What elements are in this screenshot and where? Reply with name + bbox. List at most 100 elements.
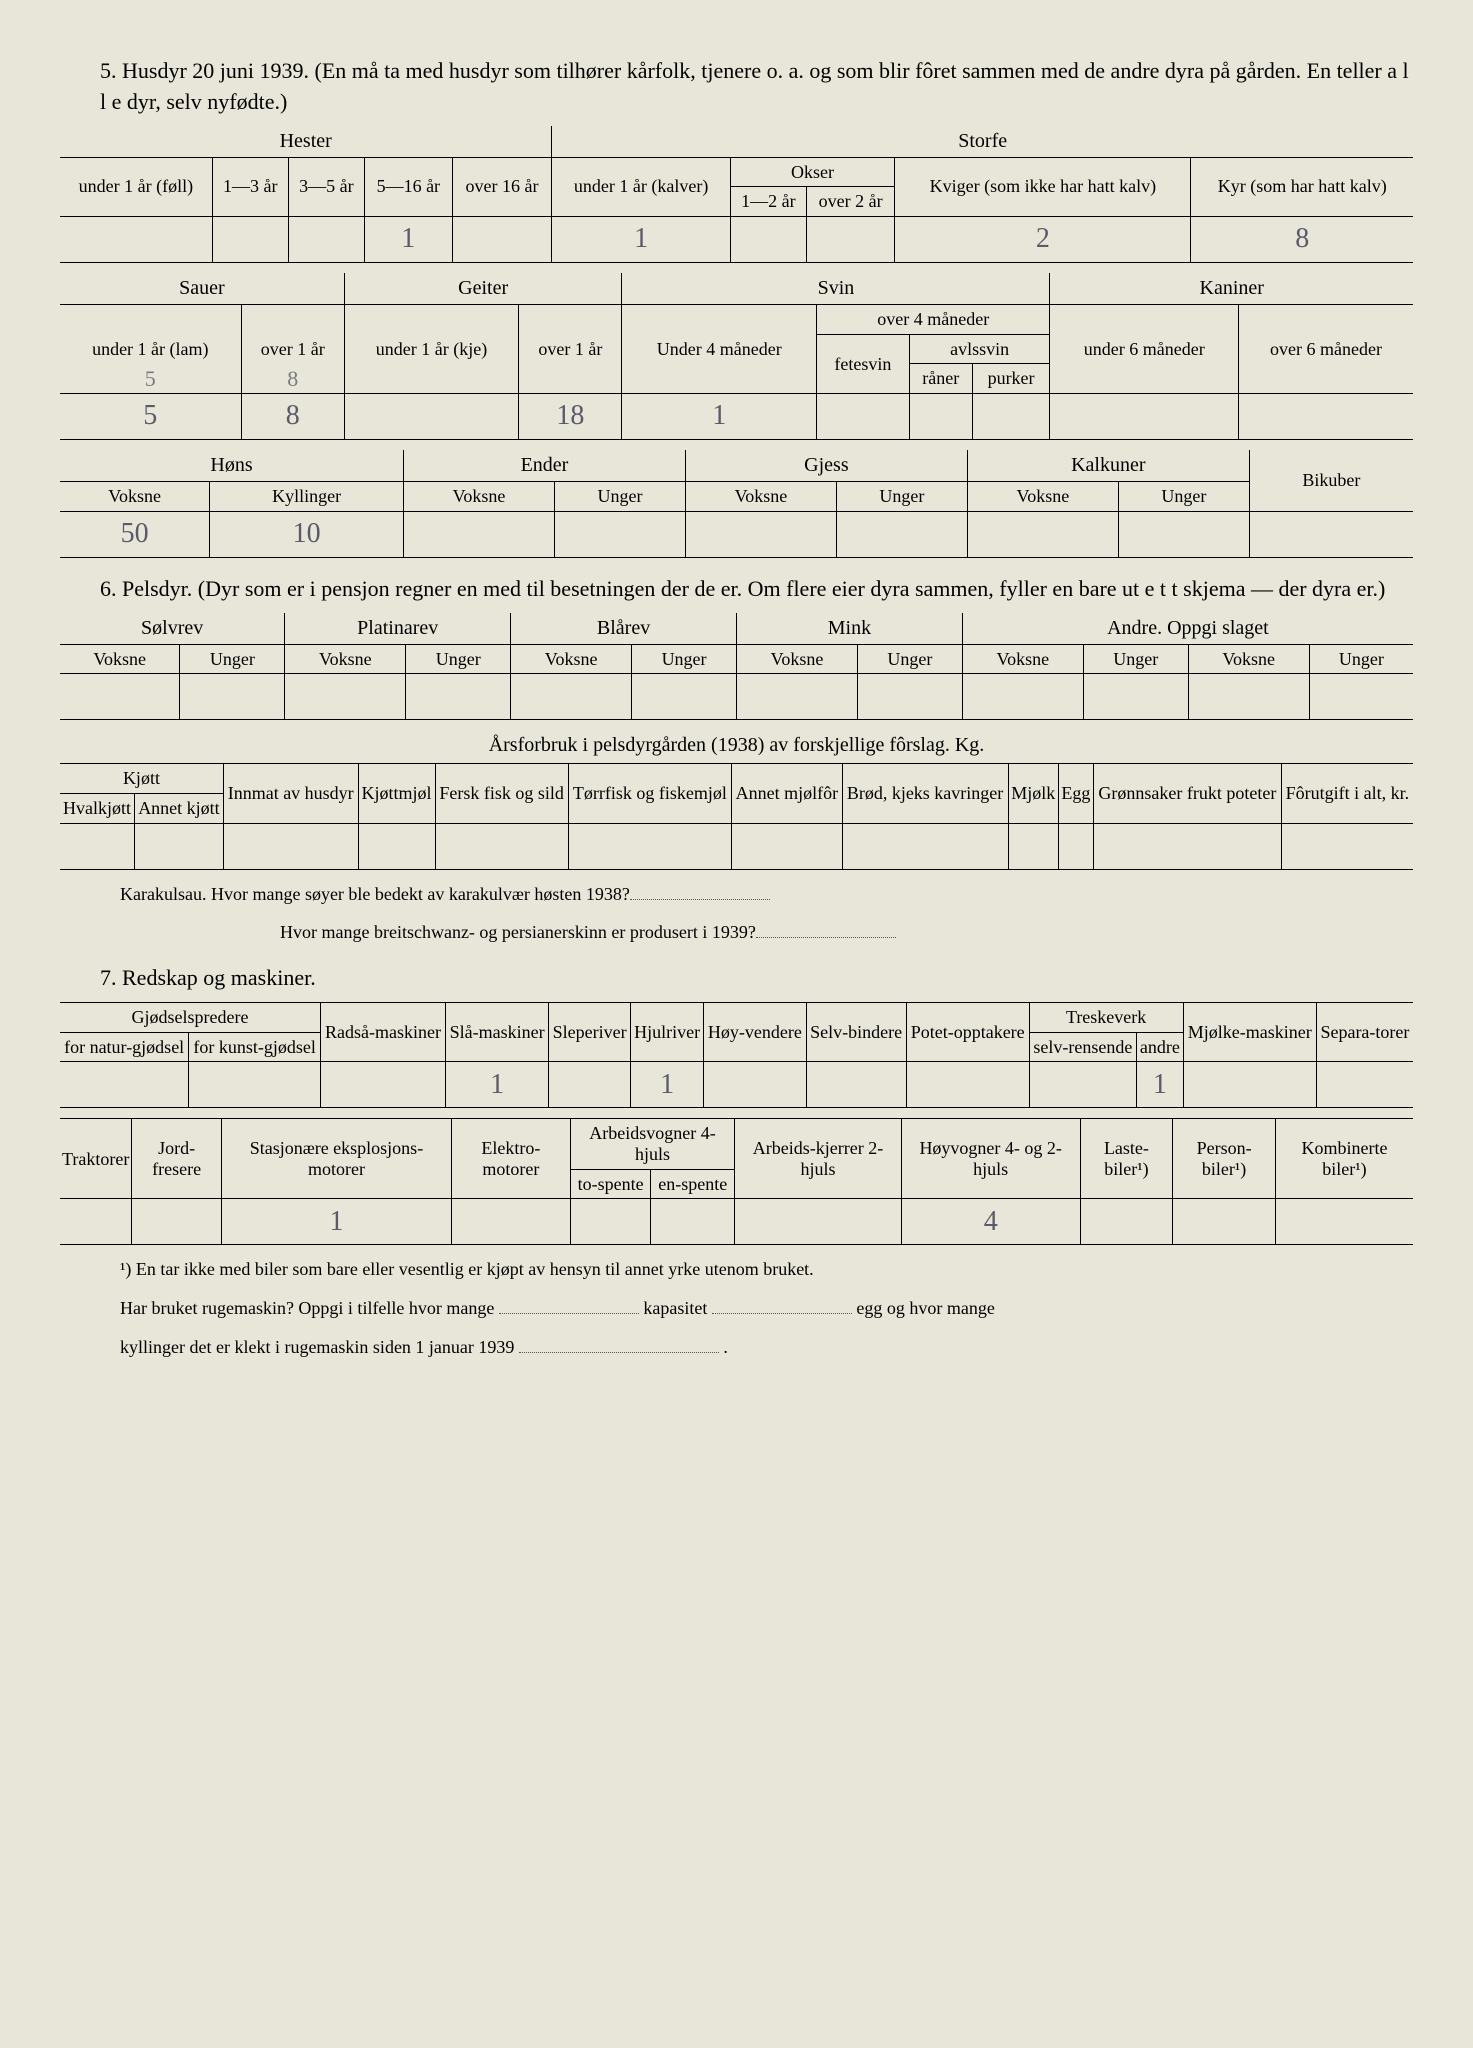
fowl-table: Høns Ender Gjess Kalkuner Bikuber Voksne… (60, 450, 1413, 558)
mink: Mink (736, 613, 962, 645)
s6-val-3 (406, 674, 511, 720)
svin-under4: Under 4 måneder (622, 304, 817, 393)
s7-t2-val-5 (651, 1199, 735, 1245)
s7-col-0: Radså-maskiner (321, 1002, 446, 1061)
hester-col-1: 1—3 år (212, 157, 288, 216)
s7-col-2: Sleperiver (549, 1002, 631, 1061)
s7-t2-val-6 (735, 1199, 902, 1245)
feed-col-4: Annet mjølfôr (732, 764, 842, 823)
f2-blank-2 (712, 1300, 852, 1314)
platinarev: Platinarev (285, 613, 511, 645)
section-5-num: 5. (100, 58, 117, 83)
hester-val-0 (60, 216, 212, 262)
geiter-col-1: over 1 år (519, 304, 622, 393)
fowl-sub-6: Voksne (967, 482, 1118, 512)
sauer-val-1: 8 (241, 394, 344, 440)
s7-t2-val-4 (570, 1199, 651, 1245)
sheep-goat-pig-rabbit-table: Sauer Geiter Svin Kaniner under 1 år (la… (60, 273, 1413, 440)
gjodsel-sub-0: for natur-gjødsel (60, 1032, 189, 1062)
geiter-group: Geiter (344, 273, 622, 305)
feed-val-1 (135, 823, 224, 869)
feed-val-6 (732, 823, 842, 869)
footnote-1: ¹) En tar ikke med biler som bare eller … (120, 1255, 1373, 1284)
fowl-val-1: 10 (210, 511, 404, 557)
f2a: Har bruket rugemaskin? Oppgi i tilfelle … (120, 1298, 494, 1318)
sauer-col-0-label: under 1 år (lam) (92, 339, 208, 359)
treske: Treskeverk (1029, 1002, 1183, 1032)
section-6-num: 6. (100, 576, 117, 601)
kalkuner-group: Kalkuner (967, 450, 1249, 482)
hester-val-4 (452, 216, 552, 262)
hester-group: Hester (60, 126, 552, 158)
kaniner-group: Kaniner (1050, 273, 1413, 305)
feed-table: Kjøtt Innmat av husdyr Kjøttmjøl Fersk f… (60, 763, 1413, 869)
f2b: kapasitet (643, 1298, 707, 1318)
s7-t2-col2-4: Kombinerte biler¹) (1275, 1119, 1413, 1199)
feed-kjott-sub-0: Hvalkjøtt (60, 793, 135, 823)
geiter-col-0: under 1 år (kje) (344, 304, 518, 393)
treske-sub-1: andre (1137, 1032, 1183, 1062)
andre: Andre. Oppgi slaget (962, 613, 1413, 645)
s7-t1-val-11 (1183, 1062, 1316, 1108)
s7-t2-val-9 (1173, 1199, 1276, 1245)
gjodsel-sub-1: for kunst-gjødsel (189, 1032, 321, 1062)
section-7-title: Redskap og maskiner. (122, 965, 316, 990)
s6-val-5 (632, 674, 737, 720)
s7-col-5: Selv-bindere (806, 1002, 906, 1061)
s7-t1-val-0 (60, 1062, 189, 1108)
s6-sub-3: Unger (406, 644, 511, 674)
s7-t1-val-9 (1029, 1062, 1136, 1108)
feed-val-2 (223, 823, 358, 869)
fowl-val-7 (1118, 511, 1249, 557)
sauer-val-0: 5 (60, 394, 241, 440)
feed-col-2: Fersk fisk og sild (435, 764, 568, 823)
sauer-group: Sauer (60, 273, 344, 305)
s7-t2-col2-0: Arbeids-kjerrer 2-hjuls (735, 1119, 902, 1199)
s7-col2-1: Separa-torer (1316, 1002, 1413, 1061)
fowl-val-6 (967, 511, 1118, 557)
s6-sub-10: Voksne (1188, 644, 1309, 674)
arbeidsvogner: Arbeidsvogner 4-hjuls (570, 1119, 734, 1169)
s6-val-7 (857, 674, 962, 720)
s6-val-10 (1188, 674, 1309, 720)
census-form-page: 5. Husdyr 20 juni 1939. (En må ta med hu… (60, 40, 1413, 1988)
s6-sub-6: Voksne (736, 644, 857, 674)
fowl-sub-7: Unger (1118, 482, 1249, 512)
feed-val-9 (1058, 823, 1093, 869)
karakul-q2-line: Hvor mange breitschwanz- og persianerski… (280, 918, 1373, 947)
s6-sub-4: Voksne (511, 644, 632, 674)
s7-t2-col-1: Jord-fresere (132, 1119, 222, 1199)
sauer-toprow-1: 8 (287, 366, 298, 391)
fowl-val-5 (836, 511, 967, 557)
karakul-q2: Hvor mange breitschwanz- og persianerski… (280, 922, 756, 942)
fowl-sub-5: Unger (836, 482, 967, 512)
s7-t1-val-8 (906, 1062, 1029, 1108)
sauer-toprow-0: 5 (145, 366, 156, 391)
hons-group: Høns (60, 450, 404, 482)
geiter-val-1: 18 (519, 394, 622, 440)
feed-val-5 (568, 823, 731, 869)
section-7-num: 7. (100, 965, 117, 990)
feed-col-6: Mjølk (1008, 764, 1058, 823)
s7-t1-val-10: 1 (1137, 1062, 1183, 1108)
feed-val-11 (1281, 823, 1413, 869)
gjess-group: Gjess (685, 450, 967, 482)
storfe-okser: Okser (730, 157, 894, 187)
machinery-table-1: Gjødselspredere Radså-maskiner Slå-maski… (60, 1002, 1413, 1108)
f3a: kyllinger det er klekt i rugemaskin side… (120, 1337, 514, 1357)
feed-kjott: Kjøtt (60, 764, 223, 794)
blarev: Blårev (511, 613, 737, 645)
s7-t2-col2-2: Laste-biler¹) (1080, 1119, 1173, 1199)
fowl-sub-1: Kyllinger (210, 482, 404, 512)
fowl-val-4 (685, 511, 836, 557)
sauer-col-1: over 1 år 8 (241, 304, 344, 393)
s7-t2-col-3: Elektro-motorer (452, 1119, 571, 1199)
gjodsel: Gjødselspredere (60, 1002, 321, 1032)
kaniner-col-0: under 6 måneder (1050, 304, 1239, 393)
kaniner-val-1 (1239, 394, 1413, 440)
svin-avlssvin: avlssvin (909, 334, 1050, 364)
section-6-heading: 6. Pelsdyr. (Dyr som er i pensjon regner… (100, 574, 1413, 605)
okser-col-1: over 2 år (806, 187, 894, 217)
s6-sub-0: Voksne (60, 644, 180, 674)
feed-val-3 (358, 823, 435, 869)
